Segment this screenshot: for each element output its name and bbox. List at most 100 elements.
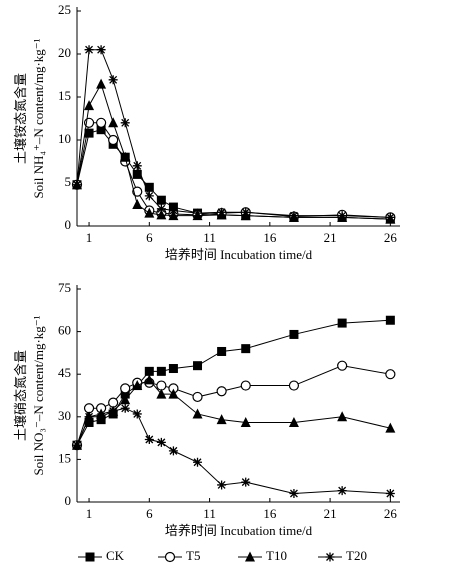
marker-triangle bbox=[385, 422, 396, 433]
marker-circle bbox=[288, 380, 300, 391]
series-line bbox=[76, 49, 391, 218]
series-line bbox=[76, 365, 391, 446]
marker-asterisk bbox=[132, 161, 142, 171]
marker-square bbox=[156, 195, 166, 205]
marker-asterisk bbox=[325, 552, 335, 562]
marker-square bbox=[289, 329, 299, 339]
y-tick-label: 0 bbox=[65, 217, 72, 232]
marker-triangle bbox=[144, 207, 155, 218]
y-axis-label: 土壤铵态氮含量 bbox=[13, 73, 28, 164]
legend-label: T20 bbox=[346, 548, 367, 563]
marker-triangle bbox=[288, 416, 299, 427]
marker-asterisk bbox=[108, 406, 118, 416]
marker-square bbox=[217, 346, 227, 356]
marker-asterisk bbox=[217, 480, 227, 490]
marker-circle bbox=[240, 380, 251, 391]
marker-circle bbox=[337, 360, 348, 371]
marker-square bbox=[168, 364, 178, 374]
marker-asterisk bbox=[289, 488, 299, 498]
y-tick-label: 10 bbox=[58, 131, 71, 146]
marker-asterisk bbox=[289, 211, 299, 221]
x-axis-label: 培养时间 Incubation time/d bbox=[165, 523, 313, 538]
marker-asterisk bbox=[168, 206, 178, 216]
marker-circle bbox=[216, 386, 227, 397]
marker-asterisk bbox=[156, 437, 166, 447]
marker-circle bbox=[192, 391, 203, 403]
marker-circle bbox=[108, 134, 119, 146]
y-tick-label: 75 bbox=[58, 280, 71, 295]
marker-square bbox=[96, 125, 106, 135]
marker-asterisk bbox=[84, 412, 94, 422]
y-tick-label: 25 bbox=[58, 2, 71, 17]
x-tick-label: 6 bbox=[146, 506, 153, 521]
y-tick-label: 45 bbox=[58, 365, 71, 380]
y-tick-label: 0 bbox=[65, 493, 72, 508]
y-axis-label: Soil NO₃⁻–N content/mg·kg⁻¹ bbox=[31, 315, 46, 475]
marker-asterisk bbox=[84, 45, 94, 55]
marker-square bbox=[84, 128, 94, 138]
marker-square bbox=[144, 366, 154, 376]
marker-asterisk bbox=[217, 207, 227, 217]
x-tick-label: 1 bbox=[86, 506, 93, 521]
legend-label: T5 bbox=[186, 548, 200, 563]
marker-triangle bbox=[240, 416, 251, 427]
marker-triangle bbox=[216, 414, 227, 425]
marker-triangle bbox=[144, 374, 155, 385]
marker-square bbox=[85, 552, 95, 562]
series-line bbox=[76, 122, 391, 218]
y-axis-label: 土壤硝态氮含量 bbox=[13, 350, 28, 441]
legend-label: CK bbox=[106, 548, 125, 563]
marker-triangle bbox=[108, 117, 119, 128]
x-tick-label: 16 bbox=[263, 506, 277, 521]
x-tick-label: 11 bbox=[203, 230, 216, 245]
x-tick-label: 21 bbox=[324, 506, 337, 521]
marker-square bbox=[84, 417, 94, 427]
marker-square bbox=[193, 361, 203, 371]
marker-circle bbox=[96, 117, 107, 128]
marker-triangle bbox=[337, 411, 348, 422]
x-tick-label: 26 bbox=[384, 230, 398, 245]
x-tick-label: 21 bbox=[324, 230, 337, 245]
marker-asterisk bbox=[132, 409, 142, 419]
marker-circle bbox=[120, 383, 131, 394]
y-tick-label: 15 bbox=[58, 88, 71, 103]
marker-triangle bbox=[120, 151, 131, 162]
marker-asterisk bbox=[72, 440, 82, 450]
marker-square bbox=[241, 344, 251, 354]
marker-asterisk bbox=[96, 412, 106, 422]
y-tick-label: 60 bbox=[58, 323, 71, 338]
marker-asterisk bbox=[241, 477, 251, 487]
marker-circle bbox=[385, 369, 396, 380]
marker-asterisk bbox=[120, 403, 130, 413]
marker-asterisk bbox=[72, 180, 82, 190]
y-tick-label: 30 bbox=[58, 408, 71, 423]
marker-triangle bbox=[168, 210, 179, 221]
marker-square bbox=[337, 318, 347, 328]
marker-triangle bbox=[156, 388, 167, 399]
marker-asterisk bbox=[193, 208, 203, 218]
marker-triangle bbox=[168, 388, 179, 399]
marker-triangle bbox=[156, 209, 167, 220]
x-tick-label: 16 bbox=[263, 230, 277, 245]
series-line bbox=[76, 319, 391, 446]
marker-triangle bbox=[132, 199, 143, 209]
y-tick-label: 15 bbox=[58, 450, 71, 465]
y-tick-label: 20 bbox=[58, 45, 71, 60]
series-line bbox=[76, 82, 391, 220]
marker-triangle bbox=[192, 408, 203, 419]
marker-square bbox=[144, 182, 154, 192]
marker-triangle bbox=[132, 380, 143, 391]
marker-circle bbox=[164, 551, 176, 563]
marker-asterisk bbox=[193, 457, 203, 467]
marker-triangle bbox=[96, 78, 107, 89]
marker-asterisk bbox=[144, 191, 154, 201]
x-tick-label: 1 bbox=[86, 230, 93, 245]
y-axis-label: Soil NH₄⁺–N content/mg·kg⁻¹ bbox=[31, 38, 46, 198]
x-tick-label: 11 bbox=[203, 506, 216, 521]
marker-triangle bbox=[120, 394, 131, 405]
marker-asterisk bbox=[108, 75, 118, 85]
x-axis-label: 培养时间 Incubation time/d bbox=[165, 247, 313, 262]
marker-asterisk bbox=[168, 446, 178, 456]
legend-label: T10 bbox=[266, 548, 287, 563]
